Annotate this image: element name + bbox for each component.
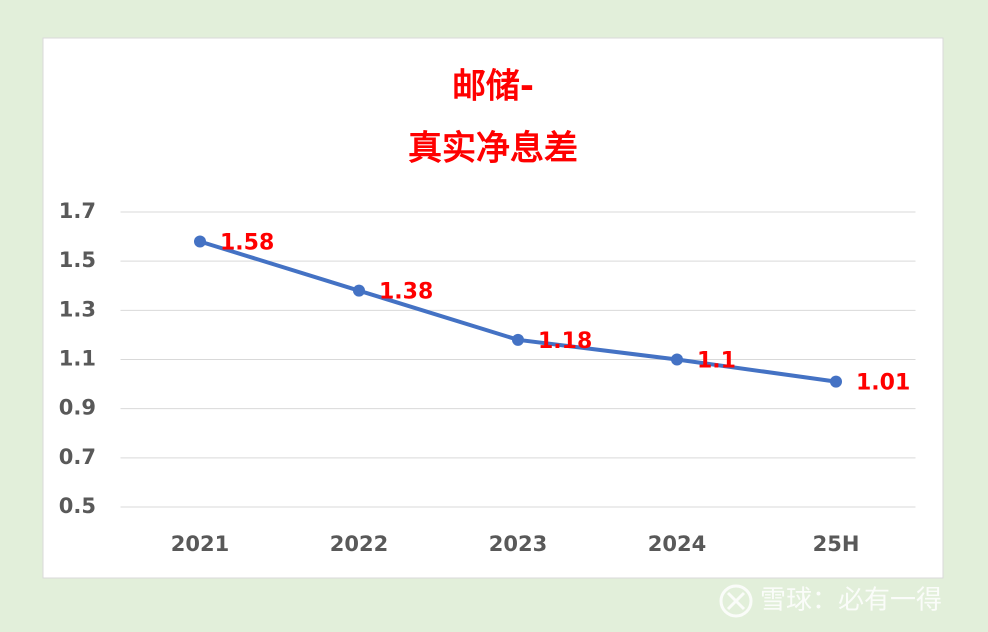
chart-title: 真实净息差 (408, 129, 578, 169)
watermark-icon (719, 584, 753, 618)
y-tick-label: 0.9 (59, 396, 96, 420)
value-label: 1.01 (856, 371, 910, 396)
y-tick-label: 0.7 (59, 445, 96, 469)
x-tick-label: 2022 (330, 532, 388, 556)
value-label: 1.58 (220, 231, 274, 256)
value-label: 1.1 (697, 349, 736, 374)
value-label: 1.18 (538, 329, 592, 354)
point (830, 375, 842, 388)
watermark: 雪球：必有一得 (760, 586, 942, 616)
x-tick-label: 2024 (648, 532, 706, 556)
point (671, 353, 683, 366)
point (353, 284, 365, 297)
point (194, 235, 206, 248)
chart-area (42, 37, 944, 579)
x-tick-label: 25H (813, 532, 860, 556)
point (512, 333, 524, 346)
value-label: 1.38 (379, 280, 433, 305)
y-tick-label: 1.3 (59, 297, 96, 321)
y-tick-label: 1.7 (59, 199, 96, 223)
y-tick-label: 1.5 (59, 248, 96, 272)
y-tick-label: 1.1 (59, 347, 96, 371)
x-tick-label: 2023 (489, 532, 547, 556)
x-tick-label: 2021 (171, 532, 229, 556)
y-tick-label: 0.5 (59, 494, 96, 518)
chart-title: 邮储- (452, 67, 534, 107)
